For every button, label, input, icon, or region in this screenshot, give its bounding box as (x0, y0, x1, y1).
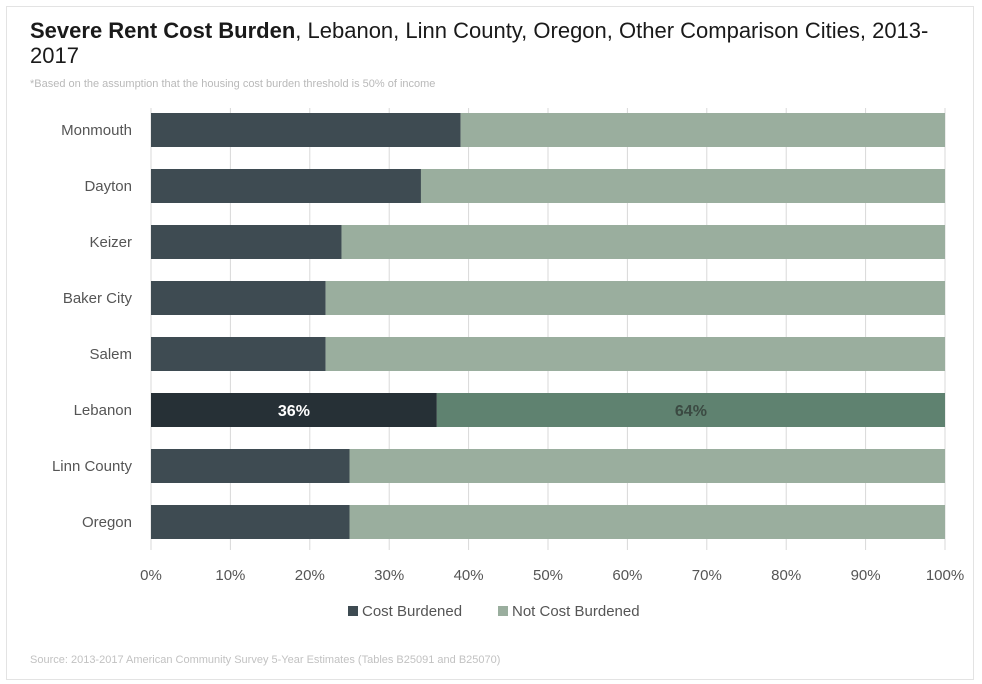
x-tick-label: 50% (533, 567, 563, 584)
x-tick-label: 20% (295, 567, 325, 584)
x-tick-label: 90% (851, 567, 881, 584)
x-tick-label: 100% (926, 567, 964, 584)
x-tick-label: 70% (692, 567, 722, 584)
category-label: Monmouth (61, 122, 132, 139)
legend-label: Cost Burdened (362, 603, 462, 620)
chart-title-bold: Severe Rent Cost Burden (30, 18, 296, 43)
bar-not-cost-burdened (460, 113, 945, 147)
chart-title: Severe Rent Cost Burden, Lebanon, Linn C… (30, 18, 950, 68)
category-label: Keizer (89, 234, 132, 251)
category-label: Linn County (52, 458, 133, 475)
x-tick-label: 0% (140, 567, 162, 584)
bar-not-cost-burdened (436, 393, 945, 427)
bar-not-cost-burdened (349, 449, 945, 483)
bar-data-label: 64% (675, 403, 707, 420)
chart-title-rest: , Lebanon, Linn County, Oregon, Other Co… (30, 18, 929, 68)
legend-label: Not Cost Burdened (512, 603, 640, 620)
bar-cost-burdened (151, 449, 350, 483)
x-tick-label: 10% (215, 567, 245, 584)
chart-note: *Based on the assumption that the housin… (30, 78, 436, 90)
bar-cost-burdened (151, 113, 461, 147)
category-label: Baker City (63, 290, 133, 307)
legend-swatch (348, 606, 358, 616)
x-tick-label: 40% (454, 567, 484, 584)
bar-not-cost-burdened (349, 505, 945, 539)
source-note: Source: 2013-2017 American Community Sur… (30, 654, 501, 666)
bar-cost-burdened (151, 169, 421, 203)
legend-swatch (498, 606, 508, 616)
bar-cost-burdened (151, 225, 342, 259)
bar-cost-burdened (151, 337, 326, 371)
bar-not-cost-burdened (341, 225, 945, 259)
category-label: Dayton (84, 178, 132, 195)
category-label: Oregon (82, 514, 132, 531)
bar-data-label: 36% (278, 403, 310, 420)
bar-cost-burdened (151, 505, 350, 539)
x-tick-label: 80% (771, 567, 801, 584)
bar-not-cost-burdened (420, 169, 946, 203)
bar-not-cost-burdened (325, 281, 945, 315)
bar-cost-burdened (151, 281, 326, 315)
x-tick-label: 30% (374, 567, 404, 584)
x-tick-label: 60% (612, 567, 642, 584)
category-label: Lebanon (74, 402, 132, 419)
category-label: Salem (89, 346, 132, 363)
bar-cost-burdened (151, 393, 437, 427)
bar-not-cost-burdened (325, 337, 945, 371)
